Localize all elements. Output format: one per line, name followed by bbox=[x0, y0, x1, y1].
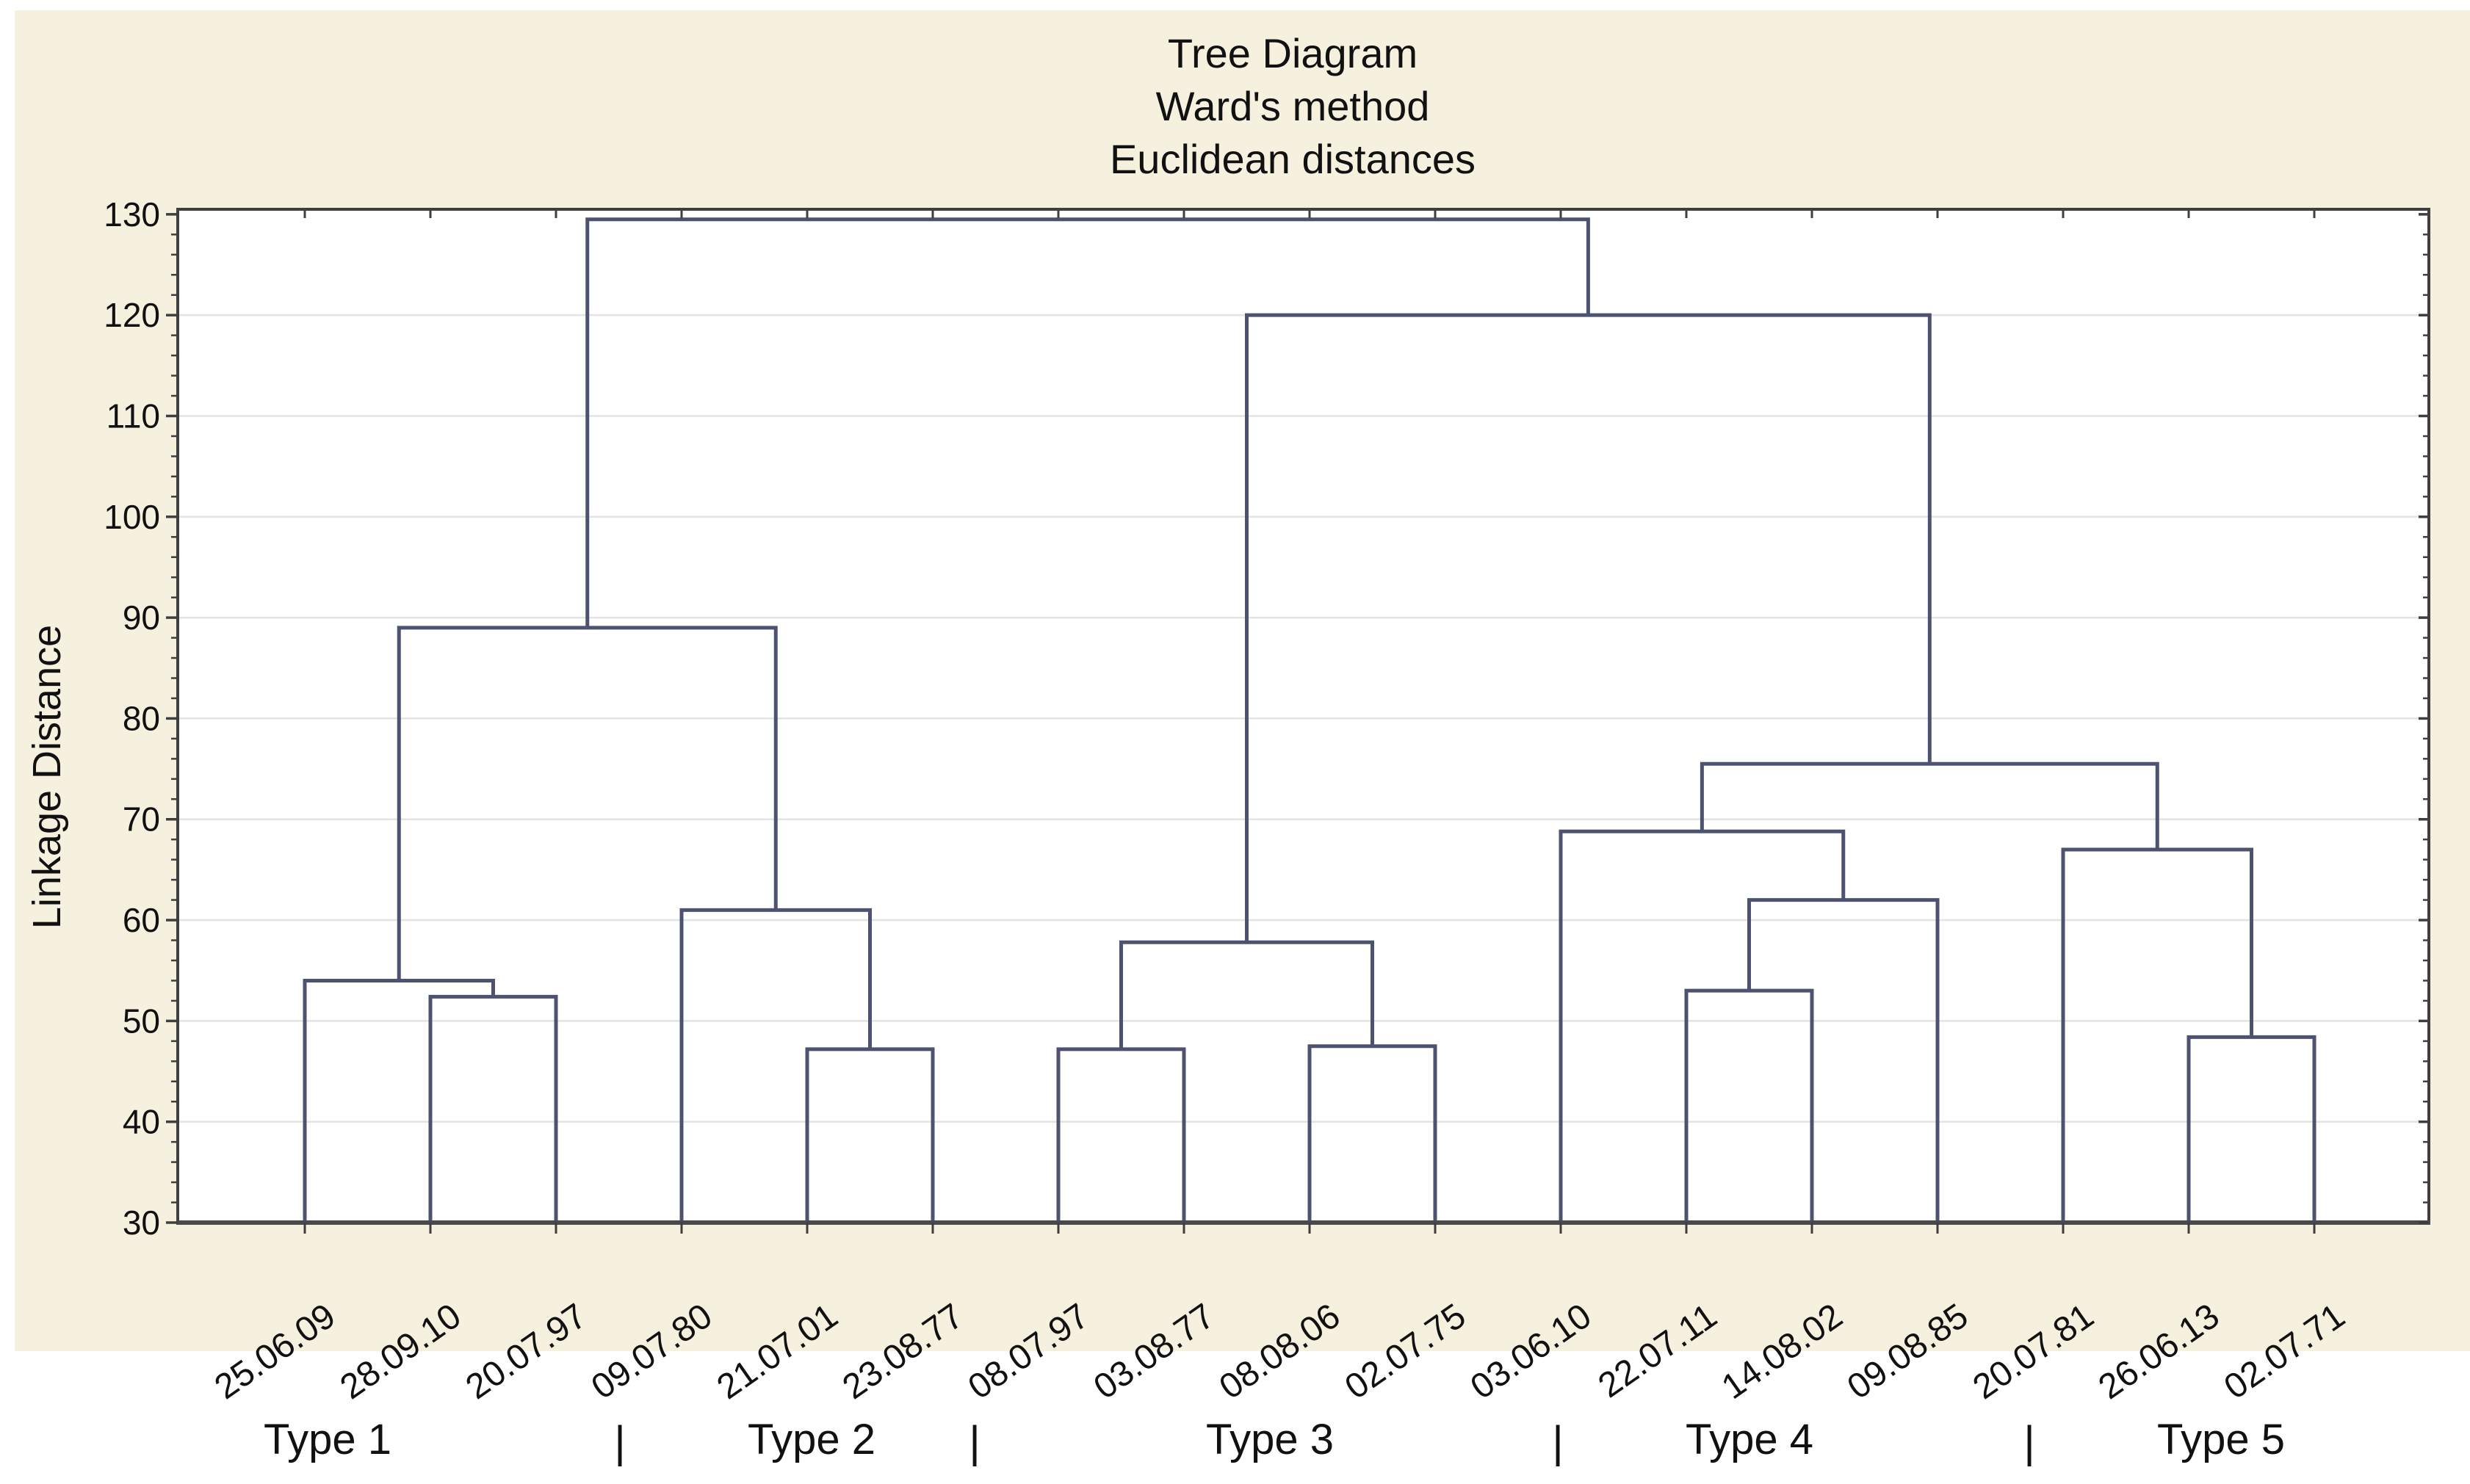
chart-title-line: Euclidean distances bbox=[1110, 136, 1476, 182]
chart-title-line: Tree Diagram bbox=[1168, 30, 1418, 76]
chart-title: Tree Diagram Ward's method Euclidean dista… bbox=[1110, 30, 1476, 182]
y-tick-label: 50 bbox=[123, 1002, 160, 1040]
y-tick-label: 60 bbox=[123, 901, 160, 939]
group-label: Type 1 bbox=[264, 1416, 391, 1463]
dendrogram-link bbox=[679, 908, 872, 1223]
y-tick-label: 110 bbox=[106, 397, 160, 435]
group-label: Type 3 bbox=[1206, 1416, 1334, 1463]
dendrogram-link bbox=[585, 217, 1590, 628]
y-tick-label: 30 bbox=[123, 1204, 160, 1242]
y-tick-label: 130 bbox=[104, 195, 160, 234]
dendrogram-link bbox=[1119, 940, 1374, 1049]
y-axis-title: Linkage Distance bbox=[25, 625, 69, 929]
group-separator: | bbox=[969, 1417, 981, 1466]
y-tick-labels: 30 40 50 60 70 80 90 100 110 120 130 bbox=[104, 195, 160, 1242]
group-label: Type 2 bbox=[748, 1416, 875, 1463]
group-separator: | bbox=[2023, 1417, 2035, 1466]
dendrogram-link bbox=[1747, 898, 1940, 1223]
y-tick-label: 120 bbox=[104, 296, 160, 334]
y-tick-label: 90 bbox=[123, 598, 160, 637]
axis-ticks bbox=[166, 209, 2429, 1234]
gridlines bbox=[178, 314, 2429, 1123]
y-tick-label: 100 bbox=[104, 498, 160, 536]
y-tick-label: 70 bbox=[123, 800, 160, 839]
plot-background bbox=[178, 209, 2429, 1223]
group-label: Type 5 bbox=[2157, 1416, 2285, 1463]
group-separator: | bbox=[614, 1417, 626, 1466]
y-tick-label: 80 bbox=[123, 699, 160, 737]
dendrogram-link bbox=[397, 626, 778, 981]
y-tick-label: 40 bbox=[123, 1103, 160, 1141]
chart-title-line: Ward's method bbox=[1156, 83, 1430, 129]
group-label: Type 4 bbox=[1686, 1416, 1813, 1463]
dendrogram-link bbox=[303, 978, 495, 1223]
dendrogram-links bbox=[303, 217, 2316, 1223]
group-separator: | bbox=[1552, 1417, 1564, 1466]
dendrogram-link bbox=[428, 994, 558, 1223]
dendrogram-link bbox=[1684, 988, 1814, 1223]
cluster-group-labels: Type 1 Type 2 Type 3 Type 4 Type 5 | | | | bbox=[264, 1416, 2285, 1466]
